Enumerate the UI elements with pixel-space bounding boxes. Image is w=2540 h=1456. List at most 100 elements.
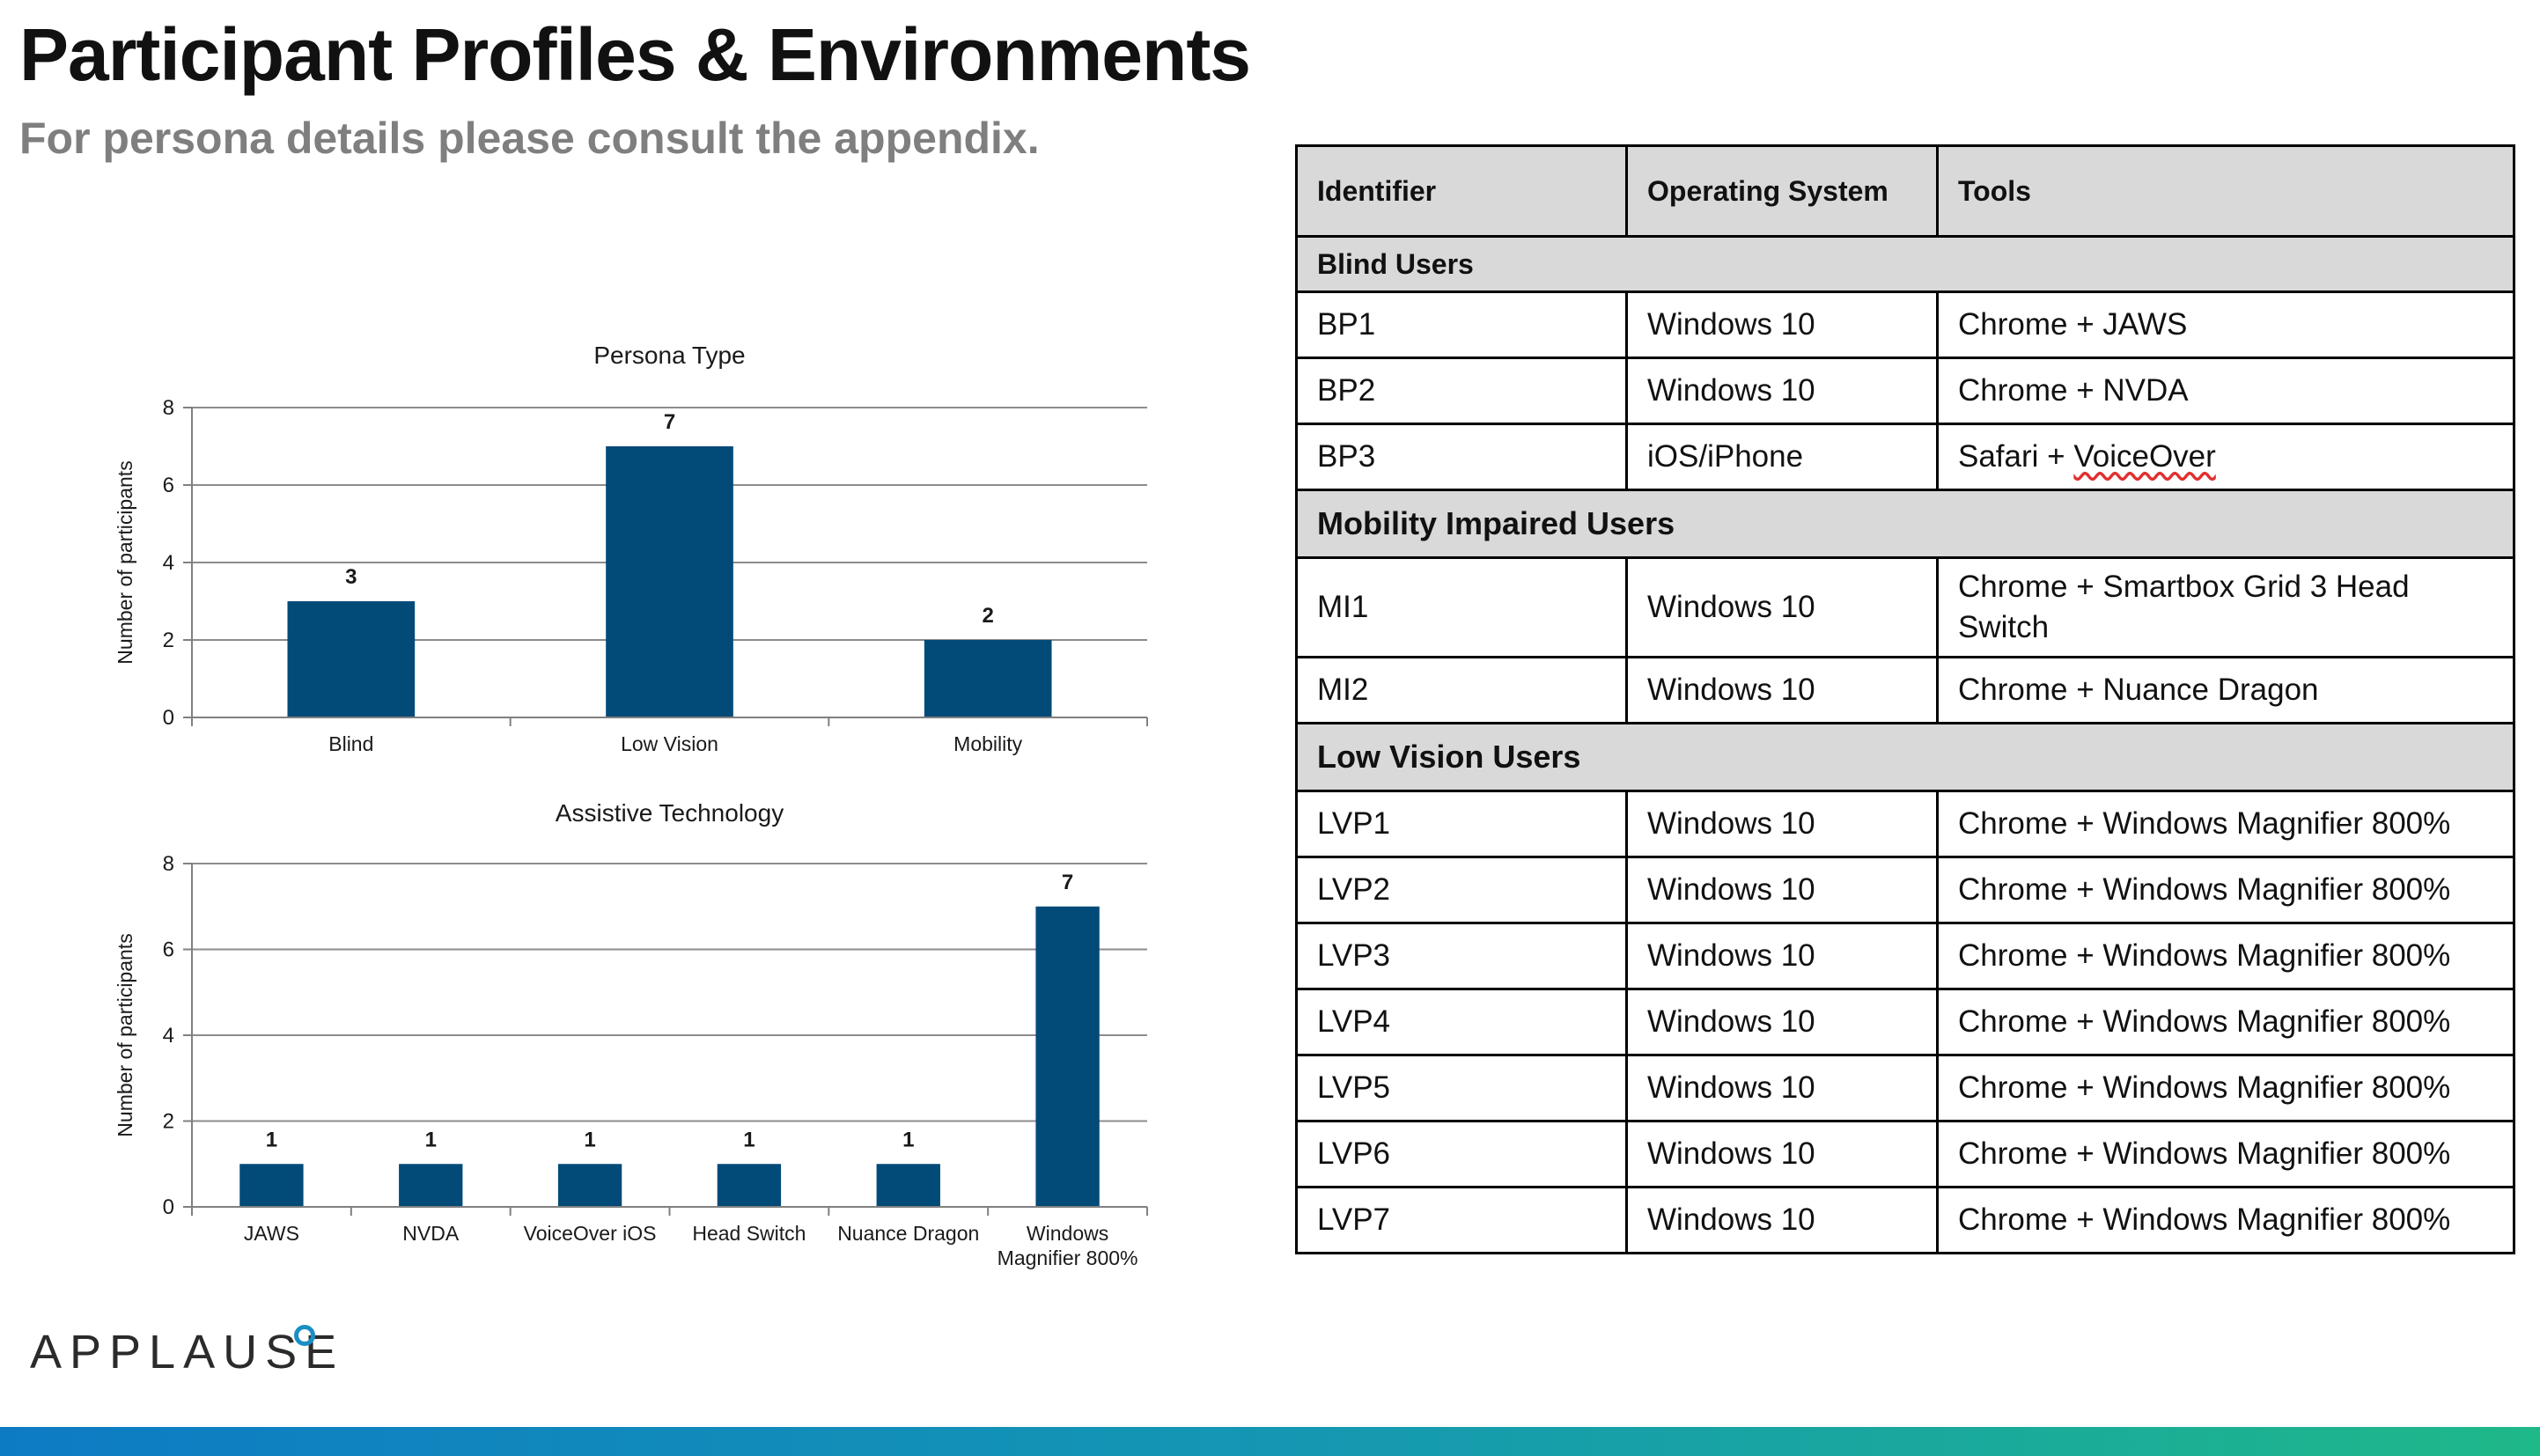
tools-cell: Chrome + Windows Magnifier 800% (1936, 988, 2515, 1056)
brand-gradient-bar (0, 1427, 2540, 1456)
y-tick-label: 6 (163, 938, 174, 962)
bar (606, 446, 733, 717)
group-row-low-vision-users: Low Vision Users (1295, 722, 2515, 792)
tools-cell: Chrome + Smartbox Grid 3 Head Switch (1936, 556, 2515, 658)
data-label: 1 (584, 1128, 595, 1151)
chart-title: Persona Type (593, 342, 745, 369)
group-row-mobility-impaired-users: Mobility Impaired Users (1295, 489, 2515, 559)
y-tick-label: 6 (163, 474, 174, 497)
table-row: LVP5 Windows 10 Chrome + Windows Magnifi… (1295, 1054, 2515, 1122)
tools-cell: Chrome + Windows Magnifier 800% (1936, 856, 2515, 924)
y-axis-label: Number of participants (114, 460, 136, 664)
table-row: BP2 Windows 10 Chrome + NVDA (1295, 357, 2515, 425)
table-row: BP1 Windows 10 Chrome + JAWS (1295, 290, 2515, 359)
tools-cell: Chrome + JAWS (1936, 290, 2515, 359)
identifier-cell: LVP6 (1295, 1120, 1628, 1188)
identifier-cell: LVP5 (1295, 1054, 1628, 1122)
x-tick-label: JAWS (244, 1222, 299, 1245)
identifier-cell: LVP7 (1295, 1186, 1628, 1254)
data-label: 1 (902, 1128, 914, 1151)
y-tick-label: 8 (163, 852, 174, 876)
y-tick-label: 4 (163, 551, 174, 575)
os-cell: iOS/iPhone (1625, 423, 1939, 491)
page-subtitle: For persona details please consult the a… (19, 114, 1040, 163)
y-axis-label: Number of participants (114, 933, 136, 1136)
data-label: 1 (425, 1128, 437, 1151)
tools-cell: Chrome + NVDA (1936, 357, 2515, 425)
persona-type-chart: Persona Type 0 2 4 6 8 Number of participants 3… (106, 326, 1180, 766)
x-tick-label: NVDA (402, 1222, 460, 1245)
logo-ring-icon (294, 1325, 315, 1346)
bar (399, 1164, 463, 1207)
logo-wordmark: APPLAUSE (30, 1326, 345, 1379)
identifier-cell: LVP2 (1295, 856, 1628, 924)
x-tick-label: Windows Magnifier 800% (998, 1222, 1138, 1269)
identifier-cell: MI1 (1295, 556, 1628, 658)
identifier-cell: LVP3 (1295, 922, 1628, 990)
table-header-row: Identifier Operating System Tools (1295, 144, 2515, 238)
y-tick-label: 0 (163, 706, 174, 730)
y-tick-label: 4 (163, 1024, 174, 1048)
os-cell: Windows 10 (1625, 922, 1939, 990)
group-label: Low Vision Users (1295, 722, 2515, 792)
os-cell: Windows 10 (1625, 1186, 1939, 1254)
os-cell: Windows 10 (1625, 556, 1939, 658)
table-row: LVP6 Windows 10 Chrome + Windows Magnifi… (1295, 1120, 2515, 1188)
chart-title: Assistive Technology (556, 799, 784, 827)
x-tick-label: Nuance Dragon (837, 1222, 979, 1245)
table-row: LVP1 Windows 10 Chrome + Windows Magnifi… (1295, 790, 2515, 858)
column-header-tools: Tools (1936, 144, 2515, 238)
os-cell: Windows 10 (1625, 656, 1939, 724)
os-cell: Windows 10 (1625, 988, 1939, 1056)
table-row: BP3 iOS/iPhone Safari + VoiceOver (1295, 423, 2515, 491)
os-cell: Windows 10 (1625, 856, 1939, 924)
group-row-blind-users: Blind Users (1295, 235, 2515, 293)
group-label: Mobility Impaired Users (1295, 489, 2515, 559)
bar (1035, 906, 1100, 1207)
tools-cell: Chrome + Windows Magnifier 800% (1936, 1054, 2515, 1122)
x-tick-label: Mobility (953, 732, 1022, 755)
os-cell: Windows 10 (1625, 357, 1939, 425)
os-cell: Windows 10 (1625, 290, 1939, 359)
table-row: MI1 Windows 10 Chrome + Smartbox Grid 3 … (1295, 556, 2515, 658)
table-row: LVP7 Windows 10 Chrome + Windows Magnifi… (1295, 1186, 2515, 1254)
identifier-cell: MI2 (1295, 656, 1628, 724)
identifier-cell: LVP1 (1295, 790, 1628, 858)
identifier-cell: BP1 (1295, 290, 1628, 359)
bar (717, 1164, 782, 1207)
tools-cell: Safari + VoiceOver (1936, 423, 2515, 491)
x-tick-label: VoiceOver iOS (524, 1222, 657, 1245)
bar (924, 640, 1052, 717)
data-label: 1 (266, 1128, 277, 1151)
os-cell: Windows 10 (1625, 1054, 1939, 1122)
table-row: LVP3 Windows 10 Chrome + Windows Magnifi… (1295, 922, 2515, 990)
data-label: 2 (982, 604, 993, 628)
data-label: 1 (743, 1128, 755, 1151)
tools-cell: Chrome + Windows Magnifier 800% (1936, 922, 2515, 990)
data-label: 3 (345, 565, 357, 589)
y-tick-label: 0 (163, 1195, 174, 1219)
tools-prefix: Safari + (1958, 439, 2074, 474)
table-row: LVP2 Windows 10 Chrome + Windows Magnifi… (1295, 856, 2515, 924)
column-header-operating-system: Operating System (1625, 144, 1939, 238)
tools-cell: Chrome + Nuance Dragon (1936, 656, 2515, 724)
y-tick-label: 2 (163, 629, 174, 652)
identifier-cell: BP3 (1295, 423, 1628, 491)
spellcheck-underlined-word: VoiceOver (2073, 439, 2216, 474)
tools-cell: Chrome + Windows Magnifier 800% (1936, 1120, 2515, 1188)
tools-cell: Chrome + Windows Magnifier 800% (1936, 790, 2515, 858)
y-tick-label: 8 (163, 396, 174, 420)
assistive-technology-chart: Assistive Technology 0 2 4 6 8 Number of parti… (106, 783, 1180, 1285)
assistive-technology-chart-svg: Assistive Technology 0 2 4 6 8 Number of parti… (114, 799, 1148, 1269)
tools-cell: Chrome + Windows Magnifier 800% (1936, 1186, 2515, 1254)
bar (287, 601, 416, 717)
x-tick-label: Blind (328, 732, 373, 755)
bar (557, 1164, 622, 1207)
bar (876, 1164, 940, 1207)
identifier-cell: BP2 (1295, 357, 1628, 425)
os-cell: Windows 10 (1625, 1120, 1939, 1188)
persona-type-chart-svg: Persona Type 0 2 4 6 8 Number of participants 3… (114, 342, 1148, 755)
identifier-cell: LVP4 (1295, 988, 1628, 1056)
x-tick-label: Head Switch (692, 1222, 806, 1245)
x-tick-label: Low Vision (621, 732, 718, 755)
